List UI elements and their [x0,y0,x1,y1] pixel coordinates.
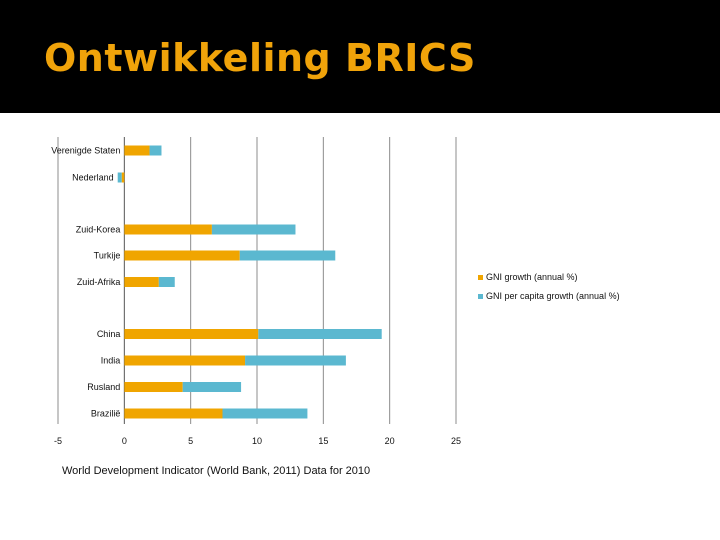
bar-segment [149,145,162,156]
legend-swatch [478,275,483,280]
x-tick-label: 10 [252,436,262,446]
x-tick-label: 25 [451,436,461,446]
bar-segment [124,145,150,156]
bar-segment [222,408,308,419]
bar-segment [211,224,296,235]
category-label: Zuid-Korea [76,225,121,235]
bar-segment [258,329,382,339]
category-label: Turkije [94,251,121,261]
category-label: China [97,329,121,339]
bar-segment [124,355,246,366]
x-tick-label: 0 [122,436,127,446]
bar-segment [121,172,125,183]
bar-segment [182,382,242,392]
legend-swatch [478,294,483,299]
slide-content [0,113,720,540]
chart-gridlines [57,137,457,424]
bar-segment [124,224,212,235]
category-label: Nederland [72,173,114,183]
bar-segment [124,408,223,419]
x-tick-label: 5 [188,436,193,446]
category-label: Rusland [87,382,120,392]
bar-segment [124,277,159,287]
x-tick-label: 15 [318,436,328,446]
chart-legend: GNI growth (annual %) GNI per capita grow… [478,272,620,301]
bar-segment [124,250,240,261]
chart-bars [117,145,382,419]
bar-segment [245,355,346,366]
legend-label: GNI growth (annual %) [486,272,578,282]
bar-segment [239,250,336,261]
title-bar: Ontwikkeling BRICS [0,0,720,113]
category-label: India [101,356,121,366]
category-label: Verenigde Staten [51,146,120,156]
slide-title: Ontwikkeling BRICS [44,36,476,80]
category-labels: Verenigde Staten Nederland Zuid-Korea Turki… [51,146,120,419]
bar-segment [158,277,175,287]
x-tick-label: 20 [385,436,395,446]
source-note: World Development Indicator (World Bank,… [62,465,371,477]
bar-segment [124,382,183,392]
bar-segment [117,172,122,183]
category-label: Zuid-Afrika [77,277,121,287]
category-label: Brazilië [91,409,121,419]
x-tick-labels: -5 0 5 10 15 20 25 [54,436,461,446]
legend-label: GNI per capita growth (annual %) [486,291,620,301]
x-tick-label: -5 [54,436,62,446]
bar-segment [124,329,259,339]
